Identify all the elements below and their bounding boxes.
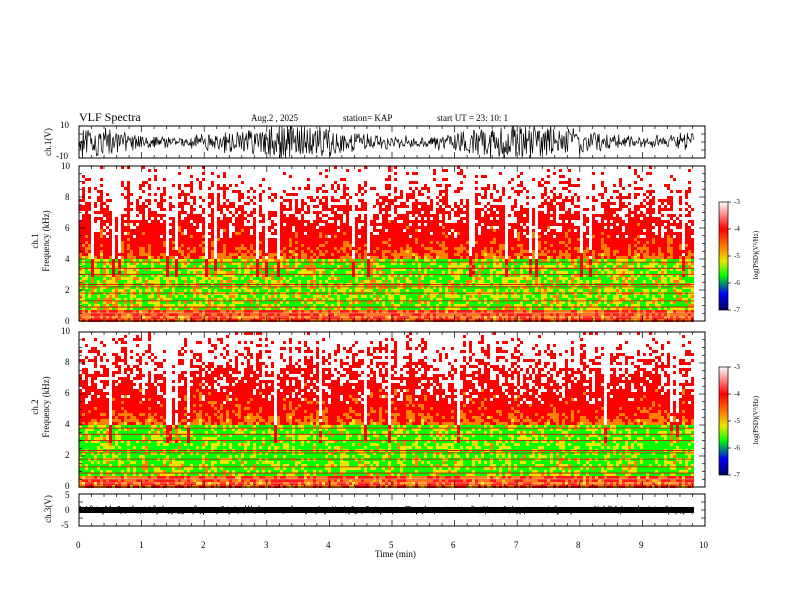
cb2-tick-neg6: -6 xyxy=(734,444,740,452)
cb1-bar xyxy=(719,202,728,310)
ch1-ytick-bottom: -10 xyxy=(56,151,68,161)
spec2-ytick-6: 6 xyxy=(65,388,70,398)
ch3-ytick-neg5: -5 xyxy=(61,520,69,530)
spec2-ytick-10: 10 xyxy=(61,326,70,336)
ch1-volt-ylabel: ch.1(V) xyxy=(43,114,53,170)
ch3-ytick-0: 0 xyxy=(65,505,70,515)
spec1-ytick-2: 2 xyxy=(65,285,70,295)
xtick-2: 2 xyxy=(201,540,206,550)
spec1-ytick-0: 0 xyxy=(65,316,70,326)
xtick-3: 3 xyxy=(264,540,269,550)
vlf-figure xyxy=(0,0,792,612)
header-date: Aug.2 , 2025 xyxy=(251,113,298,123)
ch2-spec-ylabel-bottom: Frequency (kHz) xyxy=(41,367,51,447)
ch1-ytick-top: 10 xyxy=(60,120,69,130)
ch1-spec-ylabel-top: ch.1 xyxy=(30,201,40,281)
cb2-label: log(PSD)(V²/Hz) xyxy=(752,380,760,460)
cb1-label: log(PSD)(V²/Hz) xyxy=(752,215,760,295)
ch3-ytick-5: 5 xyxy=(65,490,70,500)
ch1-spec-ylabel-bottom: Frequency (kHz) xyxy=(41,201,51,281)
spec2-heatmap xyxy=(79,332,694,488)
xtick-1: 1 xyxy=(139,540,144,550)
xtick-7: 7 xyxy=(514,540,519,550)
header-start-time: start UT = 23: 10: 1 xyxy=(437,113,508,123)
spec1-ytick-10: 10 xyxy=(61,161,70,171)
xtick-8: 8 xyxy=(576,540,581,550)
cb1-tick-neg6: -6 xyxy=(734,279,740,287)
spec1-ytick-8: 8 xyxy=(65,192,70,202)
ch2-spec-ylabel-top: ch.2 xyxy=(30,367,40,447)
xtick-4: 4 xyxy=(326,540,331,550)
spec1-ytick-6: 6 xyxy=(65,223,70,233)
cb2-tick-neg7: -7 xyxy=(734,471,740,479)
x-axis-label: Time (min) xyxy=(375,549,416,559)
spec1-heatmap xyxy=(79,166,694,322)
xtick-0: 0 xyxy=(76,540,81,550)
spec2-ytick-8: 8 xyxy=(65,357,70,367)
xtick-6: 6 xyxy=(451,540,456,550)
spec2-ytick-4: 4 xyxy=(65,419,70,429)
cb1-tick-neg4: -4 xyxy=(734,225,740,233)
xtick-9: 9 xyxy=(639,540,644,550)
cb2-bar xyxy=(719,367,728,475)
ch1-waveform-line xyxy=(79,126,694,158)
cb2-tick-neg5: -5 xyxy=(734,417,740,425)
xtick-10: 10 xyxy=(699,540,708,550)
spec1-ytick-4: 4 xyxy=(65,254,70,264)
figure-title: VLF Spectra xyxy=(79,110,141,125)
ch3-volt-ylabel: ch.3(V) xyxy=(43,481,53,537)
cb2-tick-neg3: -3 xyxy=(734,363,740,371)
header-station: station= KAP xyxy=(343,113,392,123)
spec2-ytick-2: 2 xyxy=(65,450,70,460)
cb2-tick-neg4: -4 xyxy=(734,390,740,398)
cb1-tick-neg3: -3 xyxy=(734,198,740,206)
cb1-tick-neg5: -5 xyxy=(734,252,740,260)
cb1-tick-neg7: -7 xyxy=(734,306,740,314)
